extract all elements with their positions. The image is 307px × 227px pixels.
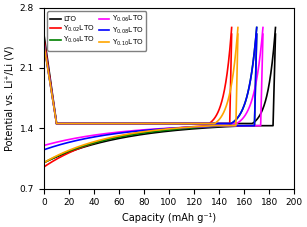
Y$_{0.02}$LTO: [212, 118, 215, 121]
Line: Y$_{0.06}$LTO: Y$_{0.06}$LTO: [44, 27, 263, 123]
Y$_{0.06}$LTO: [261, 26, 265, 29]
Y$_{0.08}$LTO: [236, 116, 240, 119]
Y$_{0.06}$LTO: [154, 122, 158, 125]
Y$_{0.02}$LTO: [230, 26, 234, 29]
Y$_{0.10}$LTO: [55, 122, 58, 125]
Y$_{0.02}$LTO: [42, 37, 46, 39]
Y$_{0.08}$LTO: [200, 122, 204, 125]
LTO: [274, 26, 277, 29]
Y$_{0.10}$LTO: [62, 122, 65, 125]
Y$_{0.08}$LTO: [186, 122, 190, 125]
LTO: [42, 32, 46, 35]
Line: Y$_{0.08}$LTO: Y$_{0.08}$LTO: [44, 27, 257, 123]
Line: Y$_{0.04}$LTO: Y$_{0.04}$LTO: [44, 27, 257, 123]
Y$_{0.08}$LTO: [62, 122, 66, 125]
Y$_{0.02}$LTO: [139, 122, 143, 125]
Y$_{0.06}$LTO: [42, 41, 46, 44]
Y$_{0.08}$LTO: [151, 122, 155, 125]
Y$_{0.04}$LTO: [42, 41, 46, 44]
LTO: [163, 122, 166, 125]
Y$_{0.10}$LTO: [236, 26, 240, 29]
Y$_{0.04}$LTO: [236, 116, 240, 119]
Y$_{0.06}$LTO: [240, 118, 243, 121]
Y$_{0.02}$LTO: [61, 122, 65, 125]
Y$_{0.06}$LTO: [55, 122, 58, 125]
Y$_{0.08}$LTO: [42, 42, 46, 45]
LTO: [255, 118, 258, 121]
Y$_{0.04}$LTO: [234, 118, 238, 121]
Y$_{0.06}$LTO: [205, 122, 208, 125]
Y$_{0.10}$LTO: [42, 42, 46, 45]
Line: LTO: LTO: [44, 27, 275, 123]
LTO: [55, 122, 58, 125]
Y$_{0.08}$LTO: [255, 26, 258, 29]
Y$_{0.04}$LTO: [55, 122, 58, 125]
Y$_{0.10}$LTO: [174, 122, 177, 125]
Y$_{0.10}$LTO: [217, 118, 221, 121]
Y$_{0.08}$LTO: [55, 122, 58, 125]
Y$_{0.04}$LTO: [186, 122, 190, 125]
Y$_{0.06}$LTO: [242, 116, 245, 119]
Y$_{0.02}$LTO: [170, 122, 173, 125]
LTO: [63, 122, 67, 125]
Y$_{0.04}$LTO: [151, 122, 155, 125]
LTO: [257, 116, 260, 119]
Y$_{0.06}$LTO: [63, 122, 66, 125]
Y$_{0.10}$LTO: [142, 122, 146, 125]
Line: Y$_{0.10}$LTO: Y$_{0.10}$LTO: [44, 27, 238, 123]
Y$_{0.02}$LTO: [213, 116, 217, 119]
Y$_{0.04}$LTO: [62, 122, 66, 125]
Y$_{0.10}$LTO: [219, 116, 223, 119]
Y$_{0.02}$LTO: [182, 122, 186, 125]
X-axis label: Capacity (mAh g⁻¹): Capacity (mAh g⁻¹): [122, 213, 216, 223]
LTO: [218, 122, 222, 125]
Y$_{0.10}$LTO: [187, 122, 190, 125]
Y$_{0.04}$LTO: [200, 122, 204, 125]
Y$_{0.06}$LTO: [190, 122, 194, 125]
LTO: [202, 122, 206, 125]
Y$_{0.02}$LTO: [55, 122, 58, 125]
Y-axis label: Potential vs. Li⁺/Li (V): Potential vs. Li⁺/Li (V): [4, 45, 14, 151]
Y$_{0.08}$LTO: [234, 118, 238, 121]
Legend: LTO, Y$_{0.02}$LTO, Y$_{0.04}$LTO, Y$_{0.06}$LTO, Y$_{0.08}$LTO, Y$_{0.10}$LTO: LTO, Y$_{0.02}$LTO, Y$_{0.04}$LTO, Y$_{0…: [47, 11, 146, 51]
Y$_{0.04}$LTO: [255, 26, 258, 29]
Line: Y$_{0.02}$LTO: Y$_{0.02}$LTO: [44, 27, 232, 123]
